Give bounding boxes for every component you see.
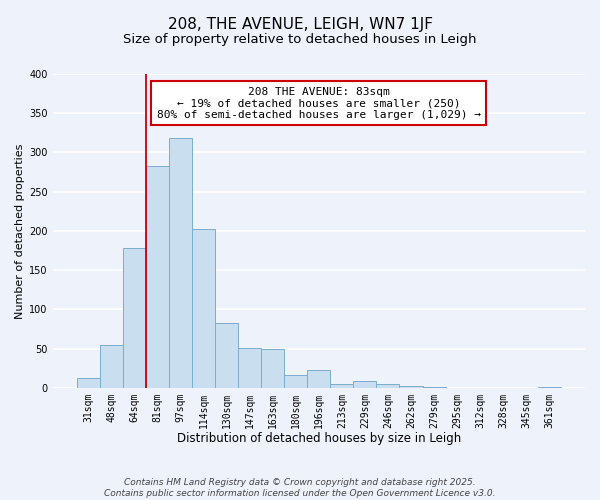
Bar	[238, 348, 261, 388]
Bar	[77, 378, 100, 388]
Bar	[100, 346, 123, 388]
Text: 208, THE AVENUE, LEIGH, WN7 1JF: 208, THE AVENUE, LEIGH, WN7 1JF	[167, 18, 433, 32]
Bar	[146, 166, 169, 388]
Bar	[192, 228, 215, 388]
Bar	[376, 384, 400, 388]
Bar	[400, 386, 422, 388]
Bar	[261, 348, 284, 388]
X-axis label: Distribution of detached houses by size in Leigh: Distribution of detached houses by size …	[177, 432, 461, 445]
Bar	[123, 248, 146, 388]
Bar	[284, 375, 307, 388]
Bar	[307, 370, 331, 388]
Bar	[353, 380, 376, 388]
Y-axis label: Number of detached properties: Number of detached properties	[15, 143, 25, 318]
Bar	[169, 138, 192, 388]
Bar	[331, 384, 353, 388]
Bar	[422, 387, 446, 388]
Text: 208 THE AVENUE: 83sqm
← 19% of detached houses are smaller (250)
80% of semi-det: 208 THE AVENUE: 83sqm ← 19% of detached …	[157, 86, 481, 120]
Bar	[215, 322, 238, 388]
Text: Contains HM Land Registry data © Crown copyright and database right 2025.
Contai: Contains HM Land Registry data © Crown c…	[104, 478, 496, 498]
Text: Size of property relative to detached houses in Leigh: Size of property relative to detached ho…	[123, 32, 477, 46]
Bar	[538, 387, 561, 388]
